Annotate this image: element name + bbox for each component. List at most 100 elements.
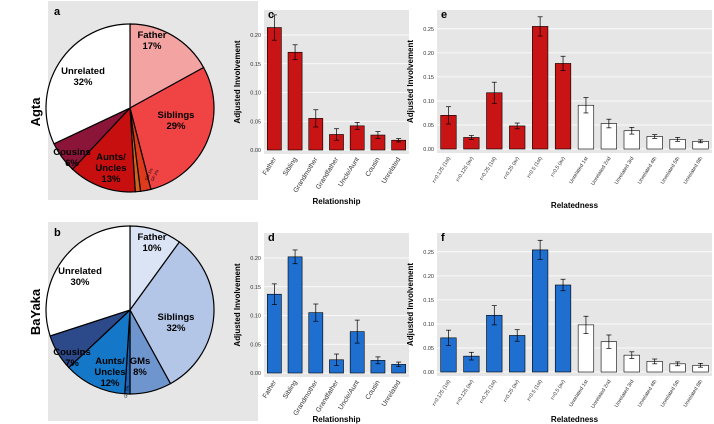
y-tick-label: 0.20 <box>423 274 434 280</box>
x-axis-label: Relatedness <box>551 415 599 424</box>
pie-chart-b: bAggregate InvolvementFather10%Siblings3… <box>45 222 258 421</box>
panel-letter: b <box>54 227 61 239</box>
pie-slice-siblings <box>129 66 215 191</box>
panel-letter: e <box>441 9 447 21</box>
x-tick-label: r=0.25 (1st) <box>479 379 498 405</box>
bar-sibling <box>287 51 303 151</box>
x-tick-label: Sibling <box>282 379 299 400</box>
y-tick-label: 0.15 <box>250 62 261 68</box>
x-tick-label: r=0.5 (av) <box>550 156 567 178</box>
pie-label-unrelated: Unrelated 30% <box>58 266 102 288</box>
y-tick-label: 0.10 <box>250 314 261 320</box>
y-axis-label: Adjusted Involvement <box>233 263 242 346</box>
row-label-agta: Agta <box>28 97 43 127</box>
y-tick-label: 0.05 <box>250 119 261 125</box>
pie-label-father: Father 10% <box>137 232 166 254</box>
y-tick-label: 0.20 <box>250 33 261 39</box>
x-tick-label: Father <box>262 379 279 400</box>
panel-letter: d <box>268 232 275 244</box>
y-tick-label: 0.05 <box>423 346 434 352</box>
y-axis-label: Adjusted Involvement <box>406 263 415 346</box>
y-tick-label: 0.15 <box>423 298 434 304</box>
pie-slice-siblings <box>129 241 215 385</box>
y-tick-label: 0.00 <box>423 370 434 376</box>
x-tick-label: Unrelated 8th <box>683 379 705 409</box>
x-tick-label: Sibling <box>282 156 299 177</box>
pie-slice-father <box>129 23 205 110</box>
y-axis-label: Adjusted Involvement <box>406 40 415 123</box>
row-label-bayaka: BaYaka <box>28 288 43 335</box>
pie-slice-aunts-uncles <box>67 308 131 395</box>
pie-label-siblings: Siblings 29% <box>158 110 195 132</box>
pie-slice-unrelated <box>45 23 131 145</box>
bar-r-0-25-av- <box>509 125 526 150</box>
bar-r-0-5-av- <box>554 63 572 150</box>
x-tick-label: Unrelated 8th <box>683 156 705 186</box>
x-tick-label: Unrelated 3rd <box>614 379 636 409</box>
bar-r-0-5-av- <box>554 284 572 373</box>
bar-chart-d: d 0.00 0.05 0.10 0.15 0.20 Adjusted Involvemen… <box>233 232 409 424</box>
x-tick-label: r=0.25 (av) <box>502 156 521 181</box>
pie-slice-unrelated <box>45 225 131 337</box>
x-tick-label: Uncle/Aunt <box>337 379 361 411</box>
plot-bg <box>437 10 712 153</box>
x-tick-label: r=0.125 (av) <box>455 156 475 183</box>
pie-label-gms: GMs 8% <box>130 356 151 378</box>
x-tick-label: Unrelated 1st <box>568 155 590 185</box>
y-tick-label: 0.25 <box>423 27 434 33</box>
panel-letter: c <box>268 9 274 21</box>
y-tick-label: 0.25 <box>423 250 434 256</box>
y-tick-label: 0.15 <box>423 75 434 81</box>
x-tick-label: r=0.25 (av) <box>502 379 521 404</box>
pie-slice-aunts-uncles <box>71 106 136 193</box>
x-tick-label: Unrelated 4th <box>637 156 659 186</box>
pie-small-label: GM 1% <box>143 167 154 182</box>
x-tick-label: r=0.5 (1st) <box>526 379 544 403</box>
bar-father <box>267 27 282 151</box>
y-tick-label: 0.05 <box>250 342 261 348</box>
y-tick-label: 0.10 <box>250 91 261 97</box>
bar-sibling <box>287 256 303 374</box>
panel-letter: f <box>441 232 445 244</box>
pie-small-label: GF 1% <box>123 385 130 399</box>
y-tick-label: 0.10 <box>423 99 434 105</box>
x-tick-label: r=0.5 (1st) <box>526 156 544 180</box>
pie-label-cousins: Cousins 6% <box>53 147 90 169</box>
pie-label-father: Father 17% <box>137 30 166 52</box>
x-tick-label: Unrelated <box>381 156 403 185</box>
x-tick-label: Uncle/Aunt <box>337 156 361 188</box>
pie-chart-a: aAggregate InvolvementFather17%Siblings2… <box>45 1 258 200</box>
x-tick-label: r=0.5 (av) <box>550 379 567 401</box>
y-tick-label: 0.00 <box>250 148 261 154</box>
bar-r-0-5-1st- <box>532 26 549 150</box>
x-tick-label: r=0.125 (1st) <box>431 156 452 184</box>
x-tick-label: Unrelated <box>381 379 403 408</box>
bar-father <box>267 293 282 374</box>
bar-chart-e: e 0.00 0.05 0.10 0.15 0.20 0.25 Adjusted Involv… <box>406 9 712 210</box>
y-tick-label: 0.00 <box>423 147 434 153</box>
y-tick-label: 0.00 <box>250 371 261 377</box>
y-tick-label: 0.20 <box>250 256 261 262</box>
x-tick-label: Unrelated 2nd <box>590 379 612 410</box>
pie-label-siblings: Siblings 32% <box>158 312 195 334</box>
pie-label-unrelated: Unrelated 32% <box>61 66 105 88</box>
x-tick-label: Cousin <box>364 379 381 401</box>
bar-r-0-5-1st- <box>532 249 549 373</box>
x-tick-label: Father <box>262 156 279 177</box>
x-axis-label: Relatedness <box>551 201 599 210</box>
plot-bg <box>437 233 712 376</box>
y-tick-label: 0.05 <box>423 123 434 129</box>
x-tick-label: Unrelated 2nd <box>590 156 612 187</box>
x-tick-label: Unrelated 5th <box>660 379 682 409</box>
pie-label-aunts-uncles: Aunts/Uncles 12% <box>94 356 125 389</box>
x-tick-label: Unrelated 5th <box>660 156 682 186</box>
x-tick-label: Unrelated 3rd <box>614 156 636 186</box>
panel-letter: a <box>54 6 61 18</box>
y-tick-label: 0.15 <box>250 285 261 291</box>
x-tick-label: r=0.125 (av) <box>455 379 475 406</box>
y-tick-label: 0.10 <box>423 322 434 328</box>
x-tick-label: Unrelated 4th <box>637 379 659 409</box>
x-tick-label: Unrelated 1st <box>568 378 590 408</box>
pie-small-label: GF 2% <box>150 168 160 182</box>
